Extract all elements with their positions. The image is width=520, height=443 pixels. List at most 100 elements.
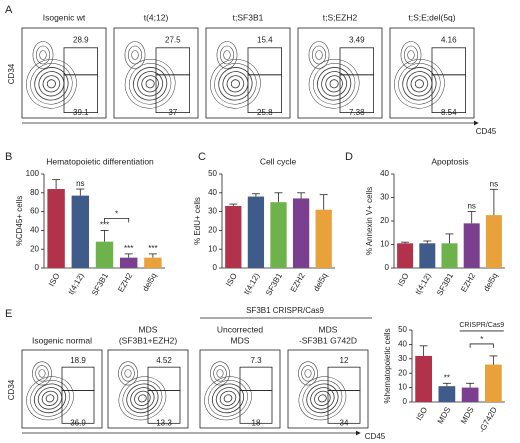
panel-label: A xyxy=(5,4,13,16)
y-tick-label: 10 xyxy=(398,383,407,392)
contour xyxy=(46,79,56,89)
contour xyxy=(304,369,312,378)
y-tick-label: 20 xyxy=(208,226,217,235)
contour xyxy=(394,59,445,109)
contour xyxy=(403,45,419,65)
bar xyxy=(292,198,310,268)
significance: *** xyxy=(124,244,133,253)
contour xyxy=(204,376,252,421)
bracket xyxy=(104,218,130,223)
y-axis-label: % EdU+ cells xyxy=(193,197,202,245)
gate-value: 7.3 xyxy=(250,356,262,365)
contour xyxy=(122,380,163,417)
contour xyxy=(145,79,155,89)
contour xyxy=(321,71,348,97)
contour xyxy=(213,365,227,382)
contour xyxy=(127,45,143,65)
bar xyxy=(485,215,502,268)
gate-value: 18.9 xyxy=(70,356,86,365)
bar xyxy=(47,189,65,268)
x-tick-label: SF3B1 xyxy=(435,271,455,297)
contour xyxy=(218,67,253,101)
significance: ns xyxy=(490,179,498,188)
x-axis-label: CD45 xyxy=(365,432,386,441)
bracket-label: * xyxy=(115,210,118,219)
significance: ns xyxy=(467,202,475,211)
bar xyxy=(225,205,242,268)
y-tick-label: 20 xyxy=(398,368,407,377)
contour xyxy=(308,59,360,109)
contour xyxy=(39,50,47,60)
x-tick-label: SF3B1 xyxy=(264,271,284,297)
contour xyxy=(310,387,335,410)
x-tick-label: EZH2 xyxy=(116,271,134,294)
gate xyxy=(147,390,181,424)
x-tick-label: del5q xyxy=(141,272,159,293)
y-tick-label: 40 xyxy=(30,226,39,235)
chart-title: Hematopoietic differentiation xyxy=(46,156,154,166)
contour xyxy=(129,63,172,105)
x-tick-label: SF3B1 xyxy=(90,271,110,297)
significance: ns xyxy=(76,179,84,188)
plot-frame xyxy=(107,349,189,429)
gate-value: 34 xyxy=(340,418,349,427)
contour xyxy=(226,75,245,93)
x-tick-label: t(4;12) xyxy=(414,271,434,296)
contour xyxy=(301,365,315,382)
contour xyxy=(34,67,69,101)
y-tick-label: 0 xyxy=(213,263,218,272)
contour xyxy=(37,387,63,410)
x-tick-label: ISO xyxy=(47,272,62,288)
plot-frame xyxy=(21,349,103,429)
bracket xyxy=(469,343,494,348)
y-tick-label: 30 xyxy=(208,207,217,216)
gate xyxy=(431,74,466,114)
plot-frame xyxy=(21,27,107,119)
contour xyxy=(214,63,257,105)
plot-subtitle: MDS xyxy=(231,335,250,345)
significance: ** xyxy=(444,373,450,382)
contour xyxy=(230,79,240,89)
contour xyxy=(210,361,230,386)
plot-title: t;S;E;del(5q) xyxy=(408,12,455,22)
x-tick-label: MDS xyxy=(459,406,476,426)
gate xyxy=(61,366,95,391)
bar xyxy=(270,202,287,268)
y-tick-label: 0 xyxy=(403,397,408,406)
gate xyxy=(339,74,374,114)
group-label: SF3B1 CRISPR/Cas9 xyxy=(246,306,324,315)
contour xyxy=(121,365,135,382)
y-tick-label: 0 xyxy=(385,263,390,272)
contour xyxy=(315,50,323,60)
contour xyxy=(30,380,70,417)
gate xyxy=(431,47,466,76)
y-axis-label: CD34 xyxy=(7,63,16,84)
y-axis-label: CD34 xyxy=(7,379,16,400)
contour xyxy=(134,390,151,406)
contour xyxy=(298,361,318,386)
plot-frame xyxy=(297,27,383,119)
contour xyxy=(325,75,343,93)
contour xyxy=(45,394,55,403)
gate-value: 27.5 xyxy=(165,36,181,45)
contour xyxy=(33,383,67,414)
y-tick-label: 40 xyxy=(398,340,407,349)
x-tick-label: t(4;12) xyxy=(67,271,87,296)
x-tick-label: -G742D xyxy=(477,405,499,434)
y-tick-label: 100 xyxy=(26,169,40,178)
contour xyxy=(216,369,224,378)
bar xyxy=(419,243,436,268)
contour xyxy=(407,50,415,60)
gate-value: 4.52 xyxy=(156,356,172,365)
x-tick-label: EZH2 xyxy=(289,271,307,294)
plot-frame xyxy=(199,349,281,429)
contour xyxy=(223,394,233,403)
contour xyxy=(215,387,241,410)
plot-title: MDS xyxy=(139,324,158,334)
contour xyxy=(298,376,347,421)
gate-value: 36.9 xyxy=(70,418,86,427)
contour xyxy=(402,67,437,101)
panel-label: C xyxy=(198,151,206,163)
gate-value: 8.54 xyxy=(441,108,457,117)
bar xyxy=(315,209,332,268)
